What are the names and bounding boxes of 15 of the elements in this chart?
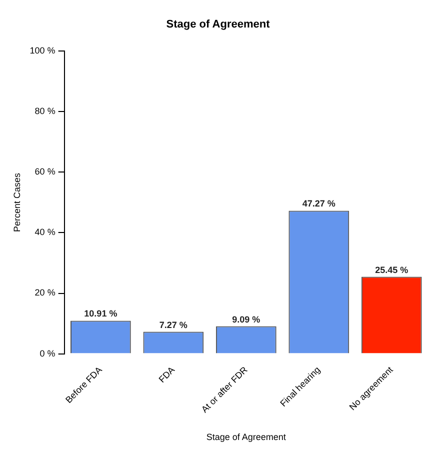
data-label: 10.91 % xyxy=(84,308,118,319)
data-label: 9.09 % xyxy=(232,314,260,324)
x-axis-title: Stage of Agreement xyxy=(206,432,286,442)
data-label: 25.45 % xyxy=(375,264,408,275)
data-label: 7.27 % xyxy=(159,320,188,330)
y-axis-title: Percent Cases xyxy=(12,172,22,232)
data-label: 47.27 % xyxy=(302,198,336,209)
chart-title: Stage of Agreement xyxy=(166,18,270,31)
y-tick-label: 80 % xyxy=(34,106,56,116)
y-tick-label: 40 % xyxy=(34,227,56,238)
y-tick-label: 60 % xyxy=(34,166,56,177)
y-tick-label: 0 % xyxy=(40,348,56,358)
y-tick-label: 20 % xyxy=(34,288,56,298)
x-tick-label: FDA xyxy=(156,364,177,384)
y-tick-label: 100 % xyxy=(30,46,56,56)
